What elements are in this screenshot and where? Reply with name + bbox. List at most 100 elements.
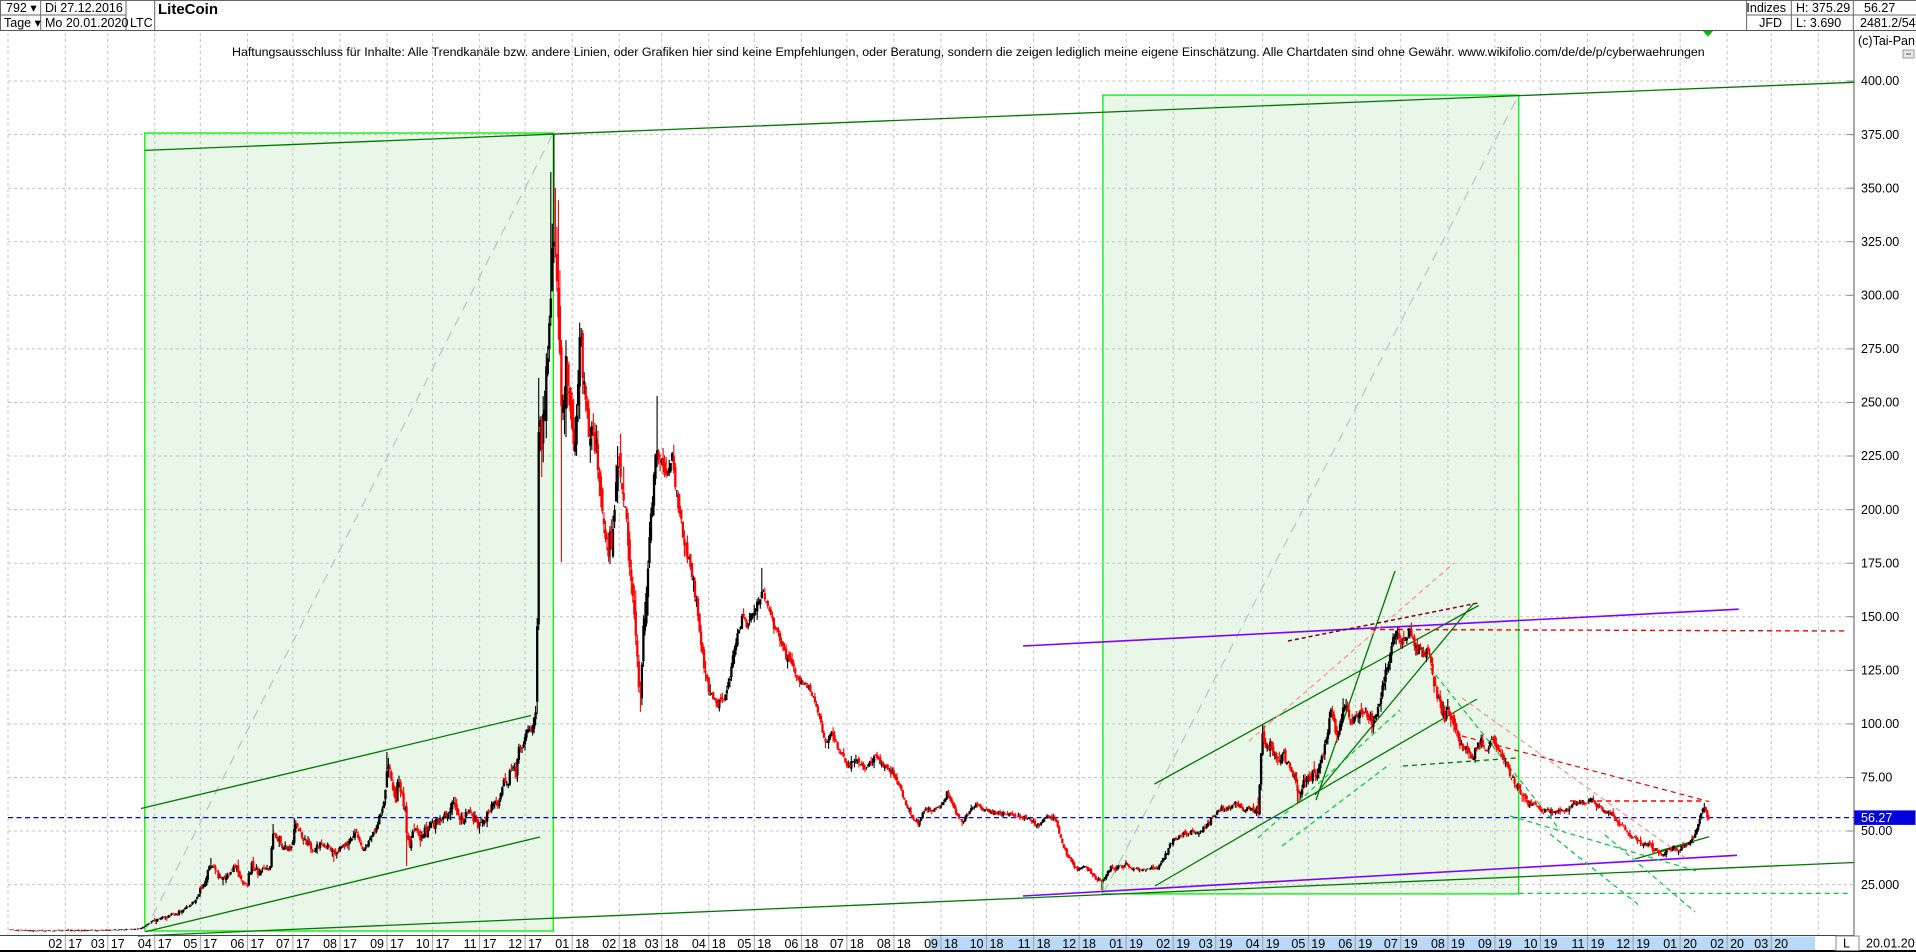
svg-text:17: 17 — [483, 937, 497, 951]
svg-text:19: 19 — [1591, 937, 1605, 951]
svg-text:(c)Tai-Pan: (c)Tai-Pan — [1858, 34, 1915, 48]
svg-text:375.00: 375.00 — [1861, 128, 1899, 142]
svg-text:75.00: 75.00 — [1861, 771, 1892, 785]
svg-text:18: 18 — [712, 937, 726, 951]
svg-text:19: 19 — [1129, 937, 1143, 951]
svg-text:05: 05 — [183, 937, 197, 951]
svg-text:18: 18 — [850, 937, 864, 951]
svg-text:17: 17 — [296, 937, 310, 951]
svg-text:19: 19 — [1176, 937, 1190, 951]
svg-text:792 ▾: 792 ▾ — [6, 1, 37, 15]
svg-text:06: 06 — [1338, 937, 1352, 951]
svg-text:56.27: 56.27 — [1861, 811, 1892, 825]
svg-text:150.00: 150.00 — [1861, 610, 1899, 624]
svg-text:LTC: LTC — [130, 16, 153, 30]
svg-text:18: 18 — [622, 937, 636, 951]
svg-text:03: 03 — [1754, 937, 1768, 951]
svg-text:01: 01 — [555, 937, 569, 951]
svg-text:Di 27.12.2016: Di 27.12.2016 — [45, 1, 123, 15]
svg-text:07: 07 — [830, 937, 844, 951]
svg-text:08: 08 — [1431, 937, 1445, 951]
svg-text:04: 04 — [692, 937, 706, 951]
svg-text:19: 19 — [1498, 937, 1512, 951]
svg-text:17: 17 — [436, 937, 450, 951]
svg-text:Indizes: Indizes — [1746, 1, 1786, 15]
svg-text:300.00: 300.00 — [1861, 289, 1899, 303]
svg-text:JFD: JFD — [1759, 16, 1782, 30]
svg-text:09: 09 — [370, 937, 384, 951]
svg-text:12: 12 — [1062, 937, 1076, 951]
svg-text:01: 01 — [1109, 937, 1123, 951]
svg-text:10: 10 — [1524, 937, 1538, 951]
svg-text:L: 3.690: L: 3.690 — [1796, 16, 1841, 30]
svg-text:19: 19 — [1636, 937, 1650, 951]
svg-text:07: 07 — [276, 937, 290, 951]
svg-text:19: 19 — [1266, 937, 1280, 951]
svg-text:02: 02 — [602, 937, 616, 951]
svg-text:08: 08 — [877, 937, 891, 951]
svg-text:17: 17 — [528, 937, 542, 951]
svg-text:400.00: 400.00 — [1861, 74, 1899, 88]
svg-text:200.00: 200.00 — [1861, 503, 1899, 517]
svg-text:17: 17 — [343, 937, 357, 951]
svg-text:17: 17 — [111, 937, 125, 951]
svg-text:03: 03 — [645, 937, 659, 951]
svg-text:325.00: 325.00 — [1861, 235, 1899, 249]
svg-text:09: 09 — [924, 937, 938, 951]
svg-text:125.00: 125.00 — [1861, 664, 1899, 678]
svg-text:25.000: 25.000 — [1861, 878, 1899, 892]
svg-text:20: 20 — [1774, 937, 1788, 951]
svg-text:02: 02 — [1710, 937, 1724, 951]
svg-text:02: 02 — [1156, 937, 1170, 951]
svg-text:20.01.20: 20.01.20 — [1866, 937, 1915, 951]
svg-text:250.00: 250.00 — [1861, 396, 1899, 410]
svg-text:12: 12 — [508, 937, 522, 951]
svg-text:07: 07 — [1384, 937, 1398, 951]
svg-text:17: 17 — [68, 937, 82, 951]
svg-text:18: 18 — [804, 937, 818, 951]
svg-text:Mo 20.01.2020: Mo 20.01.2020 — [45, 16, 128, 30]
svg-text:17: 17 — [203, 937, 217, 951]
svg-text:19: 19 — [1311, 937, 1325, 951]
svg-text:175.00: 175.00 — [1861, 556, 1899, 570]
svg-text:Tage ▾: Tage ▾ — [4, 16, 42, 30]
svg-text:17: 17 — [390, 937, 404, 951]
svg-text:18: 18 — [1082, 937, 1096, 951]
svg-text:19: 19 — [1219, 937, 1233, 951]
svg-text:12: 12 — [1616, 937, 1630, 951]
svg-text:275.00: 275.00 — [1861, 342, 1899, 356]
svg-text:05: 05 — [1291, 937, 1305, 951]
svg-text:09: 09 — [1478, 937, 1492, 951]
svg-text:11: 11 — [464, 937, 477, 951]
svg-text:19: 19 — [1451, 937, 1465, 951]
svg-text:17: 17 — [158, 937, 172, 951]
svg-text:100.00: 100.00 — [1861, 717, 1899, 731]
svg-text:05: 05 — [737, 937, 751, 951]
svg-text:19: 19 — [1358, 937, 1372, 951]
svg-text:50.00: 50.00 — [1861, 824, 1892, 838]
svg-text:04: 04 — [1246, 937, 1260, 951]
svg-text:350.00: 350.00 — [1861, 181, 1899, 195]
svg-text:11: 11 — [1572, 937, 1585, 951]
svg-text:H: 375.29: H: 375.29 — [1796, 1, 1850, 15]
svg-text:18: 18 — [897, 937, 911, 951]
svg-text:18: 18 — [944, 937, 958, 951]
svg-text:18: 18 — [575, 937, 589, 951]
svg-text:01: 01 — [1663, 937, 1677, 951]
svg-text:08: 08 — [323, 937, 337, 951]
svg-text:10: 10 — [970, 937, 984, 951]
svg-text:17: 17 — [250, 937, 264, 951]
svg-text:10: 10 — [416, 937, 430, 951]
svg-text:18: 18 — [1037, 937, 1051, 951]
svg-text:LiteCoin: LiteCoin — [158, 1, 218, 18]
svg-text:11: 11 — [1018, 937, 1031, 951]
svg-text:19: 19 — [1544, 937, 1558, 951]
svg-text:02: 02 — [48, 937, 62, 951]
svg-text:19: 19 — [1404, 937, 1418, 951]
svg-text:03: 03 — [1199, 937, 1213, 951]
svg-text:Haftungsausschluss für Inhalte: Haftungsausschluss für Inhalte: Alle Tre… — [232, 45, 1705, 59]
svg-text:04: 04 — [138, 937, 152, 951]
svg-text:06: 06 — [230, 937, 244, 951]
svg-text:2481.2/54: 2481.2/54 — [1860, 16, 1916, 30]
svg-text:18: 18 — [757, 937, 771, 951]
